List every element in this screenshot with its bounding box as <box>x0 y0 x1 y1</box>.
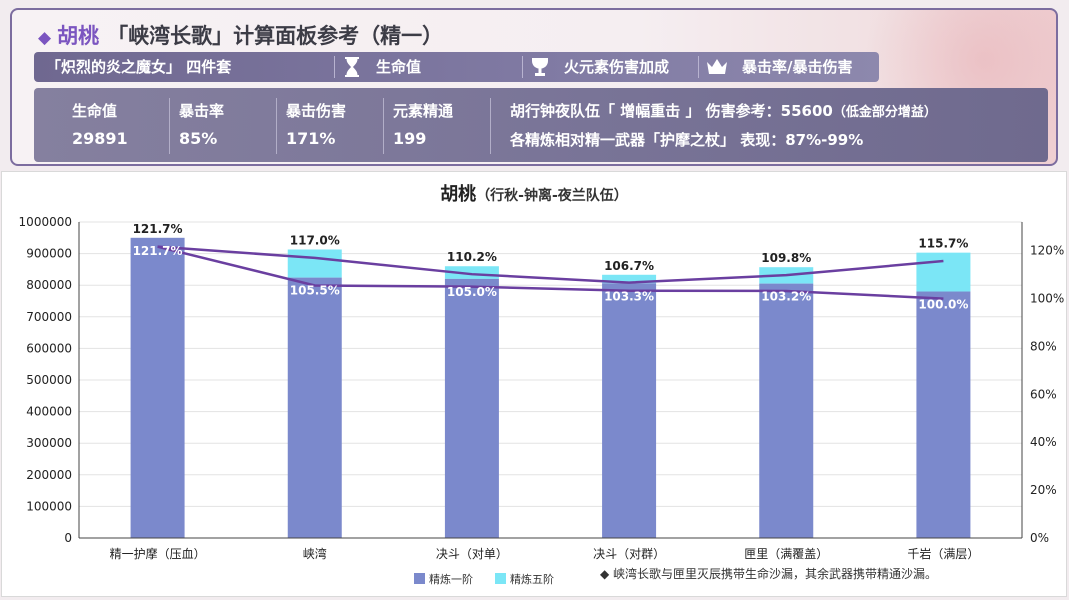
header-panel: ◆ 胡桃 「峡湾长歌」计算面板参考（精一） 「炽烈的炎之魔女」 四件套 生命值 火元… <box>10 8 1058 166</box>
y-tick-label: 0 <box>64 531 72 545</box>
artifact-set-bar: 「炽烈的炎之魔女」 四件套 生命值 火元素伤害加成 暴击率/暴击伤害 <box>34 52 879 82</box>
y2-tick-label: 0% <box>1030 531 1049 545</box>
chart-title: 胡桃（行秋-钟离-夜兰队伍） <box>440 183 628 205</box>
y-tick-label: 800000 <box>26 278 72 292</box>
divider <box>490 98 491 154</box>
stat-value: 29891 <box>72 129 128 148</box>
damage-reference-note: 胡行钟夜队伍「 增幅重击 」 伤害参考：55600（低金部分增益） <box>510 100 937 121</box>
data-label-refine1: 105.0% <box>447 285 497 299</box>
legend-swatch-r5 <box>495 573 506 584</box>
stat-value: 171% <box>286 129 336 148</box>
stat-label: 生命值 <box>72 102 118 120</box>
data-label-refine5: 109.8% <box>761 251 811 265</box>
y-tick-label: 600000 <box>26 341 72 355</box>
x-tick-label: 决斗（对单） <box>436 547 508 561</box>
panel-title-text: 「峡湾长歌」计算面板参考（精一） <box>107 24 444 48</box>
goblet-stat-label: 火元素伤害加成 <box>564 58 670 76</box>
divider <box>169 98 170 154</box>
chart-legend: 精炼一阶 精炼五阶 <box>414 572 554 586</box>
refinement-performance-note: 各精炼相对精一武器「护摩之杖」 表现：87%-99% <box>510 131 864 149</box>
divider <box>698 56 699 78</box>
divider <box>522 56 523 78</box>
panel-title: ◆ 胡桃 「峡湾长歌」计算面板参考（精一） <box>38 20 443 50</box>
data-label-refine5: 110.2% <box>447 250 497 264</box>
divider <box>334 56 335 78</box>
data-label-refine1: 103.3% <box>604 289 654 303</box>
goblet-cup-icon <box>532 58 548 76</box>
y2-tick-label: 60% <box>1030 387 1057 401</box>
data-label-refine5: 106.7% <box>604 259 654 273</box>
x-tick-label: 决斗（对群） <box>593 547 665 561</box>
bar-refine1 <box>444 278 499 538</box>
circlet-stat-label: 暴击率/暴击伤害 <box>742 58 853 76</box>
y2-tick-label: 120% <box>1030 244 1064 258</box>
x-tick-label: 匣里（满覆盖） <box>744 547 828 561</box>
y2-tick-label: 40% <box>1030 435 1057 449</box>
bar-refine1 <box>287 277 342 538</box>
sands-stat-label: 生命值 <box>376 58 422 76</box>
data-label-refine5: 117.0% <box>290 233 340 247</box>
sands-hourglass-icon <box>345 57 359 77</box>
data-label-refine1: 103.2% <box>761 290 811 304</box>
y-tick-label: 900000 <box>26 247 72 261</box>
bar-line-chart: 胡桃（行秋-钟离-夜兰队伍） 121.7% 121.7% 117.0% 105.5% 1… <box>19 183 1065 586</box>
data-label-refine1: 105.5% <box>290 284 340 298</box>
bar-refine5-increment <box>287 249 342 278</box>
damage-reference-text: 胡行钟夜队伍「 增幅重击 」 伤害参考：55600 <box>510 102 833 120</box>
bar-refine1 <box>759 283 814 538</box>
legend-label-r5: 精炼五阶 <box>510 572 554 586</box>
x-tick-label: 峡湾 <box>303 546 327 561</box>
circlet-crown-icon <box>707 59 727 74</box>
data-label-refine5: 121.7% <box>133 222 183 236</box>
line-refine1-relative <box>157 245 944 300</box>
chart-footnote: ◆ 峡湾长歌与匣里灭辰携带生命沙漏，其余武器携带精通沙漏。 <box>600 566 937 581</box>
stat-label: 暴击率 <box>179 102 225 120</box>
y2-tick-label: 100% <box>1030 292 1064 306</box>
data-label-refine1: 121.7% <box>133 244 183 258</box>
data-label-refine5: 115.7% <box>918 237 968 251</box>
artifact-set-label: 「炽烈的炎之魔女」 四件套 <box>46 58 232 76</box>
divider <box>276 98 277 154</box>
y-tick-label: 200000 <box>26 468 72 482</box>
bar-refine1 <box>916 291 971 538</box>
data-label-refine1: 100.0% <box>918 298 968 312</box>
y-tick-label: 300000 <box>26 436 72 450</box>
stats-panel: 生命值 29891 暴击率 85% 暴击伤害 171% 元素精通 199 胡行钟… <box>34 88 1048 162</box>
bar-refine5-increment <box>916 252 971 292</box>
y2-tick-label: 20% <box>1030 483 1057 497</box>
stat-value: 85% <box>179 129 218 148</box>
diamond-icon: ◆ <box>38 28 52 48</box>
chart-panel: 胡桃（行秋-钟离-夜兰队伍） 121.7% 121.7% 117.0% 105.5% 1… <box>1 171 1067 597</box>
damage-reference-remark: （低金部分增益） <box>832 105 937 120</box>
bar-refine5-increment <box>602 274 657 284</box>
line-refine5-relative <box>157 245 944 284</box>
stat-label: 暴击伤害 <box>286 102 347 120</box>
bar-refine1 <box>602 283 657 538</box>
x-tick-label: 精一护摩（压血） <box>110 546 206 561</box>
stat-label: 元素精通 <box>393 102 454 120</box>
bar-refine1 <box>130 237 185 539</box>
x-tick-label: 千岩（满层） <box>907 546 979 561</box>
divider <box>383 98 384 154</box>
chart-title-sub: （行秋-钟离-夜兰队伍） <box>476 187 628 204</box>
character-name: 胡桃 <box>57 24 100 48</box>
y2-tick-label: 80% <box>1030 339 1057 353</box>
y-tick-label: 700000 <box>26 310 72 324</box>
legend-swatch-r1 <box>414 573 425 584</box>
chart-title-main: 胡桃 <box>440 183 476 205</box>
y-tick-label: 100000 <box>26 499 72 513</box>
y-tick-label: 500000 <box>26 373 72 387</box>
stat-value: 199 <box>393 129 427 148</box>
legend-label-r1: 精炼一阶 <box>429 572 473 586</box>
y-tick-label: 1000000 <box>19 215 72 229</box>
y-tick-label: 400000 <box>26 405 72 419</box>
